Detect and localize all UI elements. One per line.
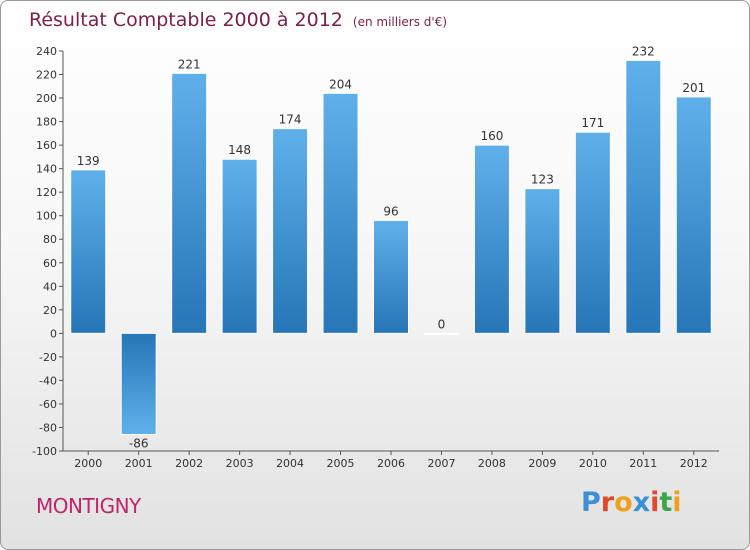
commune-name: MONTIGNY — [36, 494, 141, 518]
value-label-2012: 201 — [682, 81, 705, 95]
bar-2006 — [373, 219, 409, 334]
x-tick-label-2005: 2005 — [327, 457, 355, 470]
y-tick-label: 160 — [36, 139, 57, 152]
value-label-2006: 96 — [383, 204, 398, 218]
x-tick-label-2003: 2003 — [226, 457, 254, 470]
y-tick-label: 140 — [36, 163, 57, 176]
y-tick-label: -80 — [39, 421, 57, 434]
logo-letter: t — [659, 487, 673, 518]
bars — [70, 59, 712, 436]
x-tick-label-2011: 2011 — [629, 457, 657, 470]
value-label-2010: 171 — [581, 116, 604, 130]
x-tick-label-2010: 2010 — [579, 457, 607, 470]
bar-2000 — [70, 169, 107, 334]
value-label-2007: 0 — [438, 317, 446, 331]
x-tick-label-2012: 2012 — [680, 457, 708, 470]
bar-2007 — [423, 332, 460, 335]
x-tick-label-2008: 2008 — [478, 457, 506, 470]
y-tick-label: 220 — [36, 69, 57, 82]
value-label-2004: 174 — [279, 113, 302, 127]
bar-2003 — [221, 158, 258, 334]
chart-unit: (en milliers d'€) — [352, 15, 448, 29]
x-tick-label-2006: 2006 — [377, 457, 405, 470]
bar-2009 — [524, 188, 561, 334]
y-tick-label: 0 — [50, 327, 57, 340]
y-tick-label: 120 — [36, 186, 57, 199]
x-tick-label-2004: 2004 — [276, 457, 304, 470]
y-tick-label: -60 — [39, 398, 57, 411]
bar-2005 — [322, 92, 359, 334]
logo-letter: r — [600, 487, 615, 518]
y-tick-label: 20 — [43, 304, 57, 317]
value-label-2001: -86 — [129, 437, 149, 451]
logo-letter: i — [672, 487, 682, 518]
logo-letter: P — [581, 487, 601, 518]
bar-2011 — [625, 59, 662, 334]
bar-2008 — [473, 144, 510, 334]
bar-2002 — [171, 72, 208, 334]
value-label-2002: 221 — [178, 57, 201, 71]
y-tick-label: 100 — [36, 210, 57, 223]
value-label-2003: 148 — [228, 143, 251, 157]
chart-title-text: Résultat Comptable 2000 à 2012 — [29, 9, 343, 31]
x-tick-label-2001: 2001 — [125, 457, 153, 470]
value-label-2005: 204 — [329, 77, 352, 91]
x-tick-label-2007: 2007 — [427, 457, 455, 470]
value-label-2009: 123 — [531, 173, 554, 187]
y-tick-label: 80 — [43, 233, 57, 246]
y-tick-label: 200 — [36, 92, 57, 105]
data-labels: 139 -86 221 148 174 204 96 0 160 123 171 232 201 — [77, 44, 705, 450]
x-tick-label-2002: 2002 — [175, 457, 203, 470]
x-tick-label-2000: 2000 — [74, 457, 102, 470]
bar-2004 — [272, 128, 309, 334]
y-tick-label: 60 — [43, 257, 57, 270]
y-tick-label: 40 — [43, 280, 57, 293]
axes: -100-80-60-40-20020406080100120140160180… — [32, 45, 719, 470]
y-tick-label: -20 — [39, 351, 57, 364]
y-tick-label: -100 — [32, 445, 57, 458]
logo-letter: i — [650, 487, 660, 518]
y-tick-label: 180 — [36, 116, 57, 129]
value-label-2000: 139 — [77, 154, 100, 168]
y-tick-label: -40 — [39, 374, 57, 387]
value-label-2011: 232 — [632, 44, 655, 58]
y-tick-label: 240 — [36, 45, 57, 58]
bar-2012 — [675, 96, 712, 334]
x-tick-label-2009: 2009 — [528, 457, 556, 470]
logo-letter: o — [614, 487, 633, 518]
proxiti-logo: Proxiti — [581, 487, 682, 518]
chart-title: Résultat Comptable 2000 à 2012 (en millie… — [29, 9, 447, 31]
bar-2010 — [574, 131, 611, 334]
logo-letter: x — [632, 487, 651, 518]
value-label-2008: 160 — [480, 129, 503, 143]
bar-2001 — [120, 332, 157, 436]
